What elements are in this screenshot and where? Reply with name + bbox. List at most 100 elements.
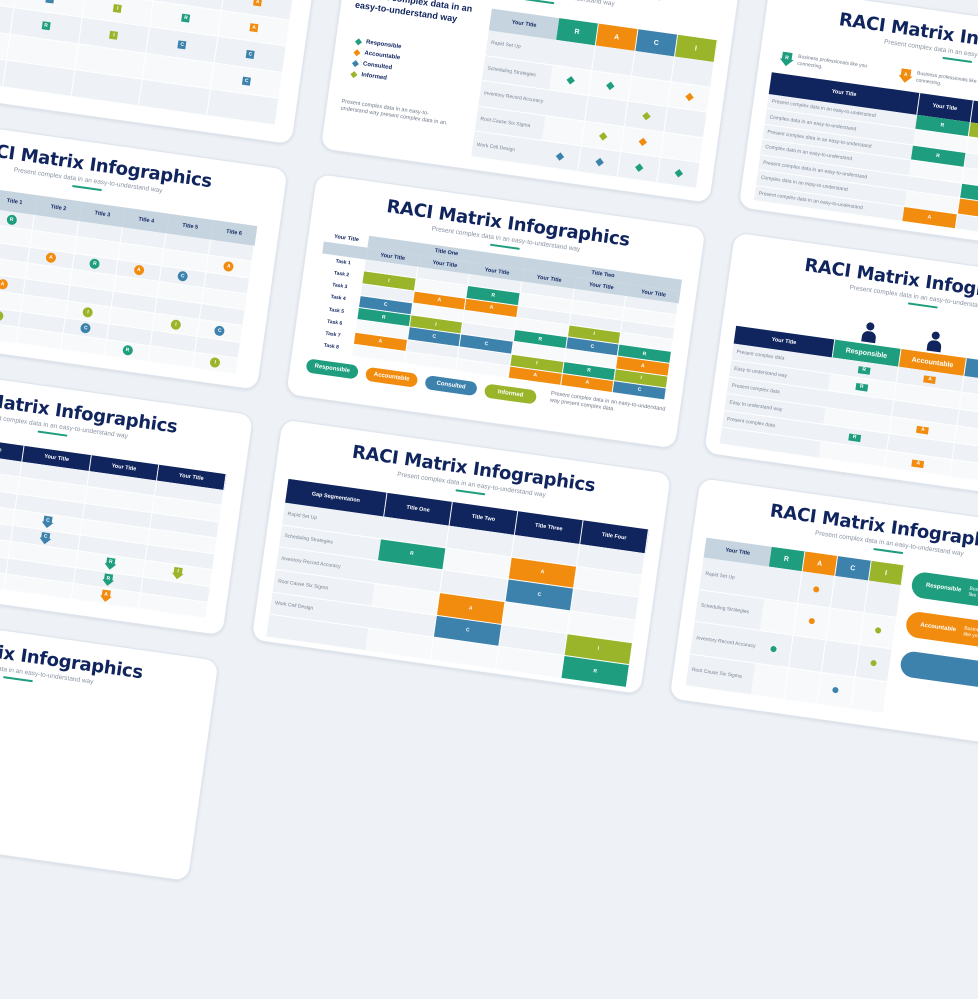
raci-marker-r: [566, 75, 575, 85]
arrow-legend-icon-a: A: [898, 68, 914, 84]
legend-pill-responsible[interactable]: Responsible: [305, 358, 359, 380]
matrix-cell: [817, 672, 855, 710]
raci-table: Gap Segmentation Title One Title Two Title …: [266, 478, 649, 688]
raci-marker-r: R: [857, 365, 871, 375]
raci-table: Your Title R A C I Rapid Set Up Scheduling Str…: [685, 537, 905, 715]
raci-marker-i: I: [170, 318, 182, 331]
matrix-cell: [538, 141, 582, 173]
raci-marker-a: A: [916, 425, 930, 435]
raci-marker-i: I: [209, 357, 221, 369]
raci-marker-c: C: [245, 49, 255, 60]
arrow-legend-text: Business professionals like you connecti…: [915, 70, 978, 87]
raci-marker-c: C: [45, 0, 55, 4]
slide-card-persons[interactable]: RACI Matrix Infographics Present complex …: [703, 231, 978, 509]
raci-marker-i: I: [0, 310, 4, 322]
raci-marker-r: [605, 81, 615, 90]
raci-table: Title 1 Title 2 Title 3 Title 4 Title 5 Title…: [0, 184, 258, 375]
diamond-icon: [351, 59, 359, 67]
matrix-cell: [797, 571, 836, 609]
raci-marker-r: R: [848, 432, 862, 442]
legend-label: Consulted: [362, 61, 393, 72]
title-underline: [489, 243, 520, 250]
raci-table: Name 4ACIRIACRRIACIAAACIRARRICCC: [0, 0, 303, 126]
slide-card-circles[interactable]: RACI Matrix Infographics Present complex …: [0, 114, 289, 391]
raci-marker-r: R: [121, 344, 134, 357]
raci-marker-a: A: [99, 589, 113, 603]
pill-label: Accountable: [919, 622, 957, 634]
slide-card-squares[interactable]: Name 4ACIRIACRRIACIAAACIRARRICCC: [0, 0, 324, 146]
raci-marker-r: R: [855, 382, 869, 392]
person-icon: [927, 331, 944, 353]
raci-marker-a: A: [253, 0, 263, 7]
raci-marker-a: A: [911, 459, 925, 468]
pill-text: Business professionals like you connecti…: [968, 585, 978, 604]
raci-marker-c: C: [177, 40, 187, 50]
diamond-icon: [350, 70, 358, 78]
raci-marker-a: A: [0, 278, 9, 290]
title-underline: [907, 302, 938, 309]
legend-pill-informed[interactable]: Informed: [483, 383, 538, 405]
raci-marker-c: [594, 157, 604, 166]
legend-pill-accountable[interactable]: Accountable: [364, 366, 419, 388]
matrix-cell: [755, 630, 794, 668]
raci-marker-a: A: [223, 260, 235, 273]
raci-marker-i: [869, 659, 877, 667]
arrow-legend-text: Business professionals like you connecti…: [796, 53, 868, 70]
diamond-icon: [355, 37, 363, 45]
matrix-cell: [759, 598, 798, 636]
raci-marker-c: C: [80, 322, 92, 334]
matrix-cell: [854, 644, 893, 682]
pill-label: Responsible: [925, 582, 962, 594]
raci-marker-r: R: [89, 258, 101, 270]
matrix-cell: [577, 146, 622, 178]
side-heading: Present complex data in an easy-to-under…: [354, 0, 473, 24]
raci-marker-r: R: [5, 213, 18, 226]
matrix-cell: [764, 566, 803, 604]
raci-marker-r: R: [101, 573, 115, 587]
raci-marker-a: A: [45, 252, 57, 264]
matrix-cell: [784, 667, 822, 705]
raci-marker-a: A: [133, 264, 145, 276]
legend-label: Responsible: [365, 39, 402, 51]
raci-marker-r: [674, 168, 683, 178]
legend-pill-consulted[interactable]: [899, 650, 978, 702]
slide-card-gap[interactable]: RACI Matrix Infographics Present complex …: [250, 418, 673, 696]
raci-marker-a: A: [923, 374, 937, 384]
matrix-cell: [821, 640, 860, 678]
column-header: Your Title: [0, 436, 25, 462]
raci-marker-i: I: [82, 306, 94, 318]
matrix-cell: [830, 575, 869, 613]
slide-card-main[interactable]: RACI Matrix Infographics Present complex …: [285, 172, 707, 450]
title-underline: [37, 430, 68, 437]
raci-marker-i: [598, 132, 607, 141]
title-underline: [873, 548, 904, 555]
side-note: Present complex data in an easy-to-under…: [340, 98, 448, 127]
matrix-cell: [617, 152, 661, 184]
slide-card-dots[interactable]: RACI Matrix Infographics Present complex …: [668, 477, 978, 754]
legend: Responsible Accountable Consulted Informed: [350, 37, 465, 97]
legend-label: Informed: [360, 72, 388, 82]
matrix-cell: [859, 612, 898, 650]
raci-marker-a: A: [249, 23, 259, 33]
raci-marker-r: R: [41, 21, 51, 31]
raci-marker-c: [555, 151, 564, 161]
pill-text: Business professionals like you connecti…: [963, 625, 978, 643]
raci-marker-c: C: [242, 76, 252, 86]
raci-marker-r: R: [181, 14, 191, 24]
raci-marker-a: [684, 92, 694, 102]
diamond-icon: [353, 48, 361, 56]
matrix-cell: [863, 580, 902, 618]
raci-marker-i: [641, 112, 651, 121]
raci-marker-c: C: [39, 531, 53, 545]
raci-marker-r: [634, 163, 643, 172]
raci-marker-i: I: [113, 4, 123, 14]
slide-gallery: Name 4ACIRIACRRIACIAAACIRARRICCCRACI Mat…: [0, 0, 978, 716]
slide-card-legend-arrows[interactable]: RACI Matrix Infographics Present complex …: [737, 0, 978, 263]
legend-pill-consulted[interactable]: Consulted: [424, 375, 478, 397]
title-underline: [72, 184, 102, 192]
